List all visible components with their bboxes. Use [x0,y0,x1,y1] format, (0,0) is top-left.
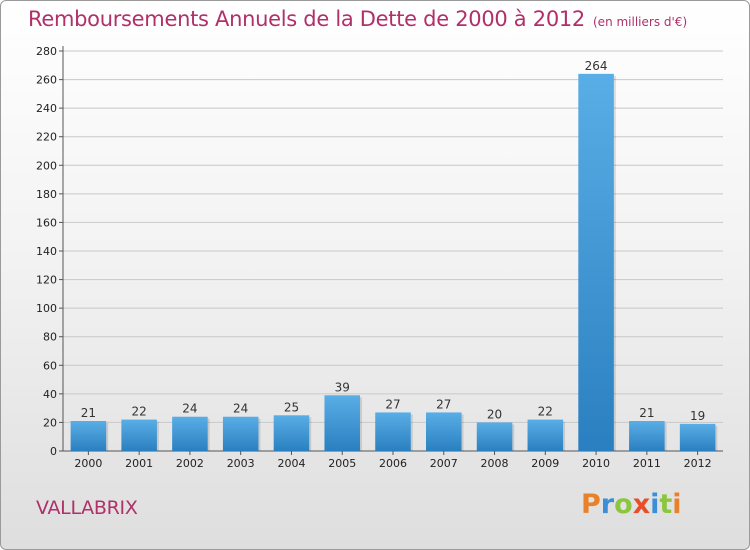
logo-letter: t [659,489,673,520]
logo-letter: x [632,489,651,520]
x-tick-label: 2009 [531,457,559,470]
y-tick-label: 40 [43,388,57,401]
logo-letter: i [650,489,660,520]
bar [426,412,462,451]
y-tick-label: 200 [36,159,57,172]
bar-value-label: 22 [132,405,147,419]
bar-value-label: 27 [385,397,400,411]
x-tick-label: 2012 [684,457,712,470]
chart-title-text: Remboursements Annuels de la Dette de 20… [28,7,585,31]
y-tick-label: 180 [36,188,57,201]
bar-value-label: 39 [335,380,350,394]
bar [222,416,259,451]
city-name: VALLABRIX [36,497,138,519]
bar [121,419,157,451]
logo-letter: r [600,489,615,520]
logo-letter: P [581,489,601,520]
bar-value-label: 24 [233,402,248,416]
bar [629,421,665,451]
bars [70,73,718,451]
labels: 0204060801001201401601802002202402602802… [36,45,712,470]
bar [172,416,208,451]
bar [324,395,360,451]
bar [70,421,107,451]
y-tick-label: 20 [43,416,57,429]
bar-value-label: 25 [284,400,299,414]
x-tick-label: 2001 [125,457,153,470]
x-tick-label: 2002 [176,457,204,470]
y-tick-label: 220 [36,131,57,144]
y-tick-label: 100 [36,302,57,315]
x-tick-label: 2004 [277,457,305,470]
bar-value-label: 264 [585,59,608,73]
bar-value-label: 21 [639,406,654,420]
y-tick-label: 0 [50,445,57,458]
y-tick-label: 160 [36,216,57,229]
x-tick-label: 2008 [481,457,509,470]
bar-value-label: 22 [538,405,553,419]
y-tick-label: 120 [36,274,57,287]
x-tick-label: 2005 [328,457,356,470]
x-tick-label: 2003 [227,457,255,470]
y-tick-label: 60 [43,359,57,372]
y-tick-label: 260 [36,74,57,87]
bar-value-label: 24 [182,402,197,416]
x-tick-label: 2000 [74,457,102,470]
y-tick-label: 280 [36,45,57,58]
bar-value-label: 21 [81,406,96,420]
grid-lines [63,50,723,452]
bar [527,419,564,451]
chart-title: Remboursements Annuels de la Dette de 20… [28,7,687,31]
proxiti-logo[interactable]: Proxiti [581,489,682,520]
bar [679,423,716,451]
bar [375,412,411,451]
bar-value-label: 20 [487,407,502,421]
x-tick-label: 2011 [633,457,661,470]
chart-unit-note: (en milliers d'€) [593,15,688,29]
logo-letter: o [614,489,633,520]
bar-value-label: 27 [436,397,451,411]
bar-value-label: 19 [690,409,705,423]
x-tick-label: 2006 [379,457,407,470]
x-tick-label: 2010 [582,457,610,470]
bar [273,415,310,451]
y-tick-label: 140 [36,245,57,258]
bar [476,422,513,451]
y-tick-label: 240 [36,102,57,115]
bar [578,73,614,451]
x-tick-label: 2007 [430,457,458,470]
y-tick-label: 80 [43,331,57,344]
logo-letter: i [672,489,682,520]
